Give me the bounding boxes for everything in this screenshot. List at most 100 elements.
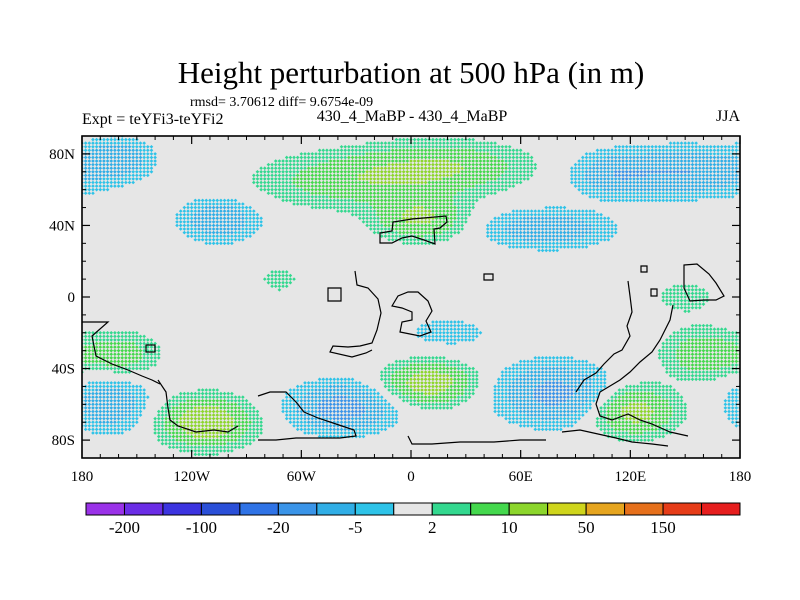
field-cell xyxy=(551,370,556,374)
field-cell xyxy=(606,220,611,224)
field-cell xyxy=(624,144,629,149)
field-cell xyxy=(559,363,563,367)
field-cell xyxy=(628,391,633,396)
field-cell xyxy=(467,373,472,378)
field-cell xyxy=(83,359,88,364)
field-cell xyxy=(423,152,428,156)
field-cell xyxy=(723,177,728,181)
field-cell xyxy=(515,152,519,156)
field-cell xyxy=(548,366,552,371)
field-cell xyxy=(401,377,406,382)
field-cell xyxy=(518,370,523,374)
field-cell xyxy=(686,363,691,367)
field-cell xyxy=(178,209,183,213)
field-cell xyxy=(409,155,413,160)
field-cell xyxy=(588,166,592,170)
field-cell xyxy=(120,166,125,170)
field-cell xyxy=(573,384,578,389)
field-cell xyxy=(87,345,92,349)
field-cell xyxy=(365,202,369,206)
field-cell xyxy=(87,395,92,399)
field-cell xyxy=(390,384,395,389)
field-cell xyxy=(526,237,530,242)
field-cell xyxy=(705,377,709,382)
field-cell xyxy=(376,198,380,203)
field-cell xyxy=(635,159,640,163)
field-cell xyxy=(255,220,260,224)
field-cell xyxy=(83,352,88,357)
field-cell xyxy=(661,187,666,192)
field-cell xyxy=(350,162,355,167)
field-cell xyxy=(595,227,600,231)
field-cell xyxy=(357,395,362,399)
field-cell xyxy=(701,323,706,328)
field-cell xyxy=(474,162,479,167)
field-cell xyxy=(208,388,212,392)
field-cell xyxy=(544,241,549,246)
field-cell xyxy=(449,388,454,392)
field-cell xyxy=(434,137,439,142)
field-cell xyxy=(679,191,684,196)
field-cell xyxy=(442,384,446,389)
field-cell xyxy=(383,169,388,174)
field-cell xyxy=(321,198,326,203)
field-cell xyxy=(464,141,468,145)
field-cell xyxy=(142,395,146,399)
field-cell xyxy=(219,205,223,210)
field-cell xyxy=(156,352,161,357)
field-cell xyxy=(686,305,691,310)
field-cell xyxy=(723,173,728,178)
field-cell xyxy=(303,184,307,188)
field-cell xyxy=(705,195,709,199)
field-cell xyxy=(500,177,505,181)
field-cell xyxy=(292,191,296,196)
field-cell xyxy=(222,237,227,242)
field-cell xyxy=(595,216,600,221)
field-cell xyxy=(712,195,717,199)
field-cell xyxy=(646,148,651,153)
field-cell xyxy=(361,187,366,192)
field-cell xyxy=(500,184,505,188)
field-cell xyxy=(694,177,698,181)
field-cell xyxy=(474,184,479,188)
field-cell xyxy=(661,173,666,178)
field-cell xyxy=(566,370,571,374)
field-cell xyxy=(350,402,355,407)
field-cell xyxy=(610,166,614,170)
field-cell xyxy=(284,180,289,185)
field-cell xyxy=(405,159,410,163)
field-cell xyxy=(372,202,377,206)
field-cell xyxy=(548,234,552,238)
field-cell xyxy=(438,173,443,178)
field-cell xyxy=(734,144,739,149)
field-cell xyxy=(379,402,384,407)
field-cell xyxy=(387,187,391,192)
field-cell xyxy=(617,162,622,167)
field-cell xyxy=(394,230,399,235)
field-cell xyxy=(705,155,709,160)
field-cell xyxy=(467,377,472,382)
field-cell xyxy=(398,155,402,160)
field-cell xyxy=(438,152,443,156)
field-cell xyxy=(431,141,435,145)
field-cell xyxy=(566,245,571,249)
field-cell xyxy=(562,363,567,367)
field-cell xyxy=(584,169,589,174)
field-cell xyxy=(690,144,695,149)
field-cell xyxy=(445,155,450,160)
field-cell xyxy=(522,209,527,213)
field-cell xyxy=(230,402,234,407)
field-cell xyxy=(87,352,92,357)
field-cell xyxy=(102,334,106,339)
field-cell xyxy=(701,162,706,167)
field-cell xyxy=(328,177,333,181)
field-cell xyxy=(573,209,578,213)
field-cell xyxy=(113,152,117,156)
field-cell xyxy=(149,345,154,349)
field-cell xyxy=(705,291,709,296)
field-cell xyxy=(127,166,132,170)
field-cell xyxy=(716,162,720,167)
field-cell xyxy=(423,173,428,178)
field-cell xyxy=(398,370,402,374)
field-cell xyxy=(595,173,600,178)
